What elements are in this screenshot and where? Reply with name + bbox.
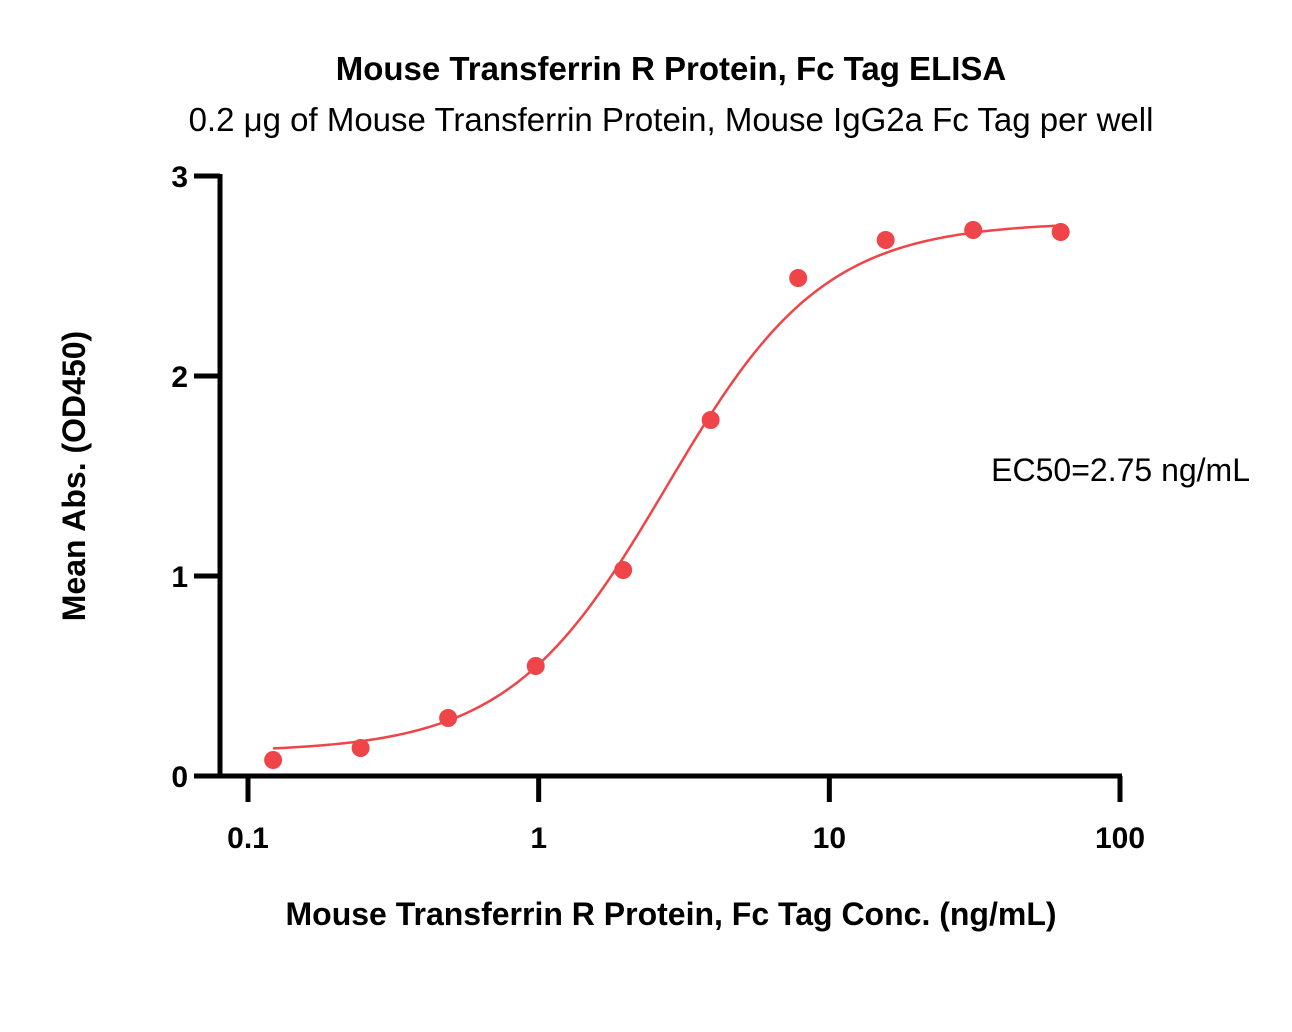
data-point [351,739,370,757]
x-tick-label: 10 [813,822,846,855]
data-point [526,657,545,675]
data-point [264,751,283,769]
y-axis-title: Mean Abs. (OD450) [56,331,92,621]
data-point [1051,223,1070,241]
y-axis: 0 1 2 3 [171,161,223,794]
data-point [439,709,458,727]
data-point [701,411,720,429]
data-point [614,561,633,579]
x-tick-label: 100 [1095,822,1145,855]
x-axis-title: Mouse Transferrin R Protein, Fc Tag Conc… [285,896,1056,932]
fit-curve [273,224,1061,750]
data-points [264,221,1070,769]
ec50-annotation: EC50=2.75 ng/mL [991,452,1250,488]
y-tick-label: 3 [171,161,188,194]
data-point [876,231,895,249]
chart-title: Mouse Transferrin R Protein, Fc Tag ELIS… [336,50,1007,87]
y-tick-label: 2 [171,361,188,394]
x-tick-label: 0.1 [227,822,269,855]
chart-subtitle: 0.2 μg of Mouse Transferrin Protein, Mou… [189,101,1154,138]
data-point [789,269,808,287]
x-axis: 0.1 1 10 100 [218,773,1145,855]
y-tick-label: 0 [171,761,188,794]
x-tick-label: 1 [530,822,547,855]
data-point [964,221,983,239]
y-tick-label: 1 [171,561,188,594]
